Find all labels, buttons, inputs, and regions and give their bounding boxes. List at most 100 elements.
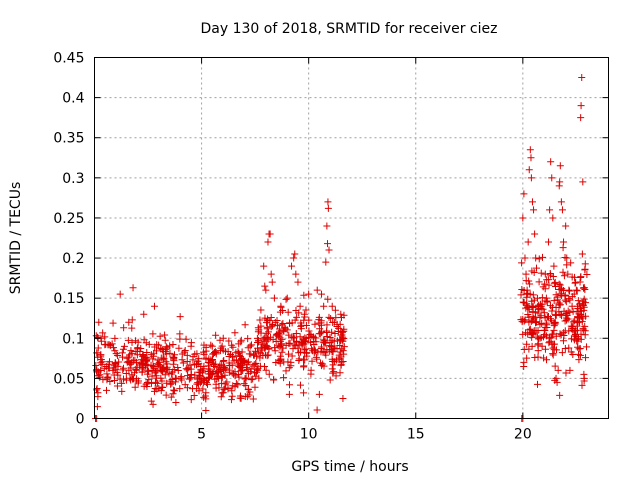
data-point bbox=[556, 330, 564, 338]
data-point bbox=[195, 355, 203, 363]
data-point bbox=[314, 348, 322, 356]
data-point bbox=[215, 384, 223, 392]
data-point bbox=[313, 406, 321, 414]
data-point bbox=[162, 343, 170, 351]
y-tick-label: 0.1 bbox=[62, 331, 84, 347]
data-point bbox=[570, 290, 578, 298]
data-point bbox=[526, 325, 534, 333]
data-point bbox=[323, 329, 331, 337]
data-point bbox=[193, 385, 201, 393]
data-point bbox=[140, 310, 148, 318]
data-point bbox=[98, 360, 106, 368]
data-point bbox=[260, 262, 268, 270]
data-point bbox=[184, 372, 192, 380]
data-point bbox=[292, 330, 300, 338]
data-point bbox=[254, 367, 262, 375]
data-point bbox=[112, 350, 120, 358]
data-point bbox=[552, 311, 560, 319]
data-point bbox=[296, 302, 304, 310]
data-point bbox=[566, 366, 574, 374]
data-point bbox=[111, 334, 119, 342]
data-point bbox=[257, 329, 265, 337]
data-point bbox=[545, 238, 553, 246]
data-point bbox=[566, 308, 574, 316]
data-point bbox=[323, 222, 331, 230]
data-point bbox=[582, 354, 590, 362]
data-point bbox=[324, 198, 332, 206]
data-point bbox=[525, 166, 533, 174]
data-point bbox=[529, 291, 537, 299]
data-point bbox=[105, 364, 113, 372]
data-point bbox=[563, 316, 571, 324]
data-point bbox=[296, 348, 304, 356]
data-point bbox=[318, 343, 326, 351]
data-point bbox=[292, 270, 300, 278]
data-point bbox=[109, 366, 117, 374]
data-point bbox=[529, 308, 537, 316]
data-point bbox=[581, 322, 589, 330]
y-tick-label: 0.3 bbox=[62, 171, 84, 187]
data-point bbox=[271, 318, 279, 326]
data-point bbox=[301, 356, 309, 364]
data-point bbox=[580, 284, 588, 292]
data-point bbox=[152, 368, 160, 376]
data-point bbox=[556, 391, 564, 399]
data-point bbox=[218, 374, 226, 382]
y-tick-label: 0.45 bbox=[53, 51, 84, 67]
data-point bbox=[145, 340, 153, 348]
data-point bbox=[578, 381, 586, 389]
data-point bbox=[176, 385, 184, 393]
data-point bbox=[202, 395, 210, 403]
data-point bbox=[202, 389, 210, 397]
data-point bbox=[551, 362, 559, 370]
data-point bbox=[143, 378, 151, 386]
data-point bbox=[249, 375, 257, 383]
data-point bbox=[285, 319, 293, 327]
data-point bbox=[200, 375, 208, 383]
data-point bbox=[307, 366, 315, 374]
data-point bbox=[216, 347, 224, 355]
data-point bbox=[241, 392, 249, 400]
data-point bbox=[523, 340, 531, 348]
data-point bbox=[579, 178, 587, 186]
data-point bbox=[128, 324, 136, 332]
data-point bbox=[562, 298, 570, 306]
data-point bbox=[324, 204, 332, 212]
data-point bbox=[189, 353, 197, 361]
data-point bbox=[525, 326, 533, 334]
data-point bbox=[300, 389, 308, 397]
data-point bbox=[104, 341, 112, 349]
data-point bbox=[277, 302, 285, 310]
data-point bbox=[276, 329, 284, 337]
data-point bbox=[543, 356, 551, 364]
data-point bbox=[328, 343, 336, 351]
data-point bbox=[532, 326, 540, 334]
data-point bbox=[296, 381, 304, 389]
data-point bbox=[277, 337, 285, 345]
data-point bbox=[128, 338, 136, 346]
data-point bbox=[543, 313, 551, 321]
data-point bbox=[243, 365, 251, 373]
data-point bbox=[556, 310, 564, 318]
data-point bbox=[534, 302, 542, 310]
data-point bbox=[335, 356, 343, 364]
data-point bbox=[242, 381, 250, 389]
data-point bbox=[225, 359, 233, 367]
data-point bbox=[536, 313, 544, 321]
data-point bbox=[204, 380, 212, 388]
data-point bbox=[562, 369, 570, 377]
data-point bbox=[552, 291, 560, 299]
y-tick-label: 0.05 bbox=[53, 371, 84, 387]
data-point bbox=[575, 350, 583, 358]
y-tick-label: 0.25 bbox=[53, 211, 84, 227]
data-point bbox=[118, 349, 126, 357]
data-point bbox=[567, 259, 575, 267]
data-point bbox=[322, 258, 330, 266]
data-point bbox=[563, 261, 571, 269]
data-point bbox=[517, 291, 525, 299]
data-point bbox=[580, 284, 588, 292]
data-point bbox=[561, 254, 569, 262]
data-point bbox=[150, 363, 158, 371]
data-point bbox=[538, 342, 546, 350]
data-point bbox=[187, 339, 195, 347]
